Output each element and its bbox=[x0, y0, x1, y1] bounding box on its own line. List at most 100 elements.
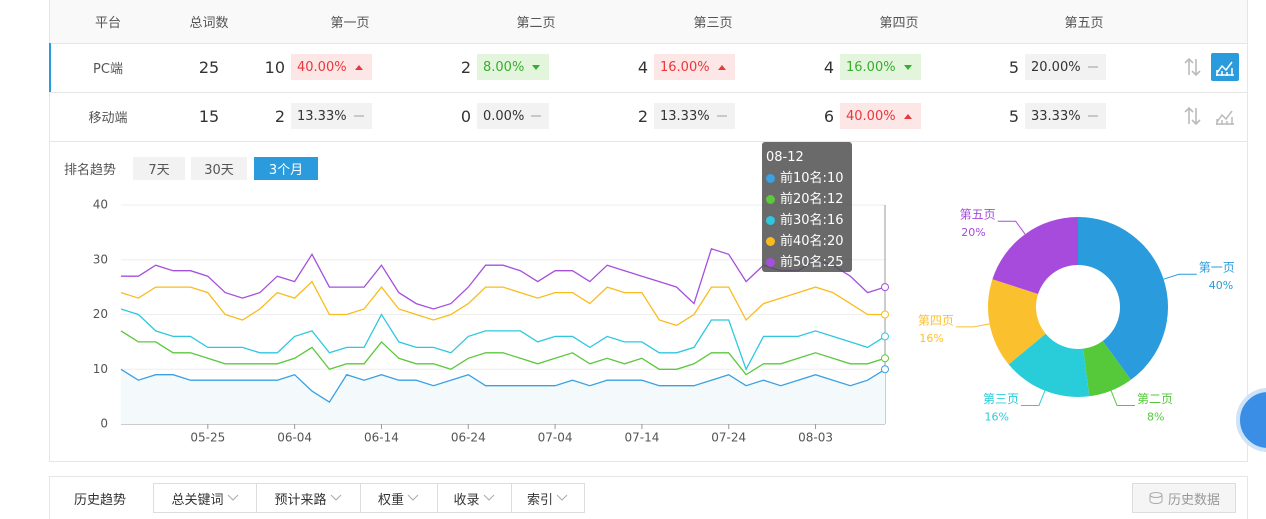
caret bbox=[556, 494, 568, 501]
percent-badge: 8.00% bbox=[477, 54, 550, 80]
y-tick-label: 20 bbox=[93, 307, 108, 321]
percent-badge: 40.00% bbox=[840, 103, 921, 129]
tooltip-row: 前20名12 bbox=[766, 189, 848, 210]
leader-line bbox=[1110, 390, 1136, 407]
caret bbox=[227, 494, 238, 501]
filter-dropdown[interactable]: 索引 bbox=[511, 483, 585, 513]
pie-slice bbox=[1008, 333, 1090, 397]
series-dot bbox=[766, 195, 775, 204]
range-tab[interactable]: 30天 bbox=[191, 157, 247, 180]
column-header: 第五页 bbox=[1064, 16, 1104, 31]
range-tab[interactable]: 7天 bbox=[133, 157, 185, 180]
page-count: 4 bbox=[823, 58, 834, 77]
tooltip-row: 前50名25 bbox=[766, 252, 848, 273]
trend-label: 排名趋势 bbox=[64, 163, 117, 178]
series-name: 前20名 bbox=[780, 189, 827, 210]
caret-path bbox=[330, 494, 341, 501]
trend-icon bbox=[1087, 115, 1098, 117]
sort-icon bbox=[1184, 57, 1201, 77]
filter-dropdown[interactable]: 总关键词 bbox=[153, 483, 257, 513]
end-point bbox=[881, 283, 889, 292]
column-header: 第四页 bbox=[879, 16, 919, 31]
percent: 40.00% bbox=[846, 108, 896, 124]
pie-label: 第三页 bbox=[983, 392, 1019, 406]
filter-text: 总关键词 bbox=[171, 492, 224, 508]
tooltip: 08-12 前10名10前20名12前30名16前40名20前50名25 bbox=[762, 142, 852, 272]
page-count: 5 bbox=[1008, 107, 1019, 126]
x-tick-label: 06-04 bbox=[277, 431, 312, 445]
end-point bbox=[881, 332, 889, 341]
filter-dropdown[interactable]: 收录 bbox=[437, 483, 512, 513]
row-divider bbox=[50, 92, 1247, 93]
arrow-down bbox=[532, 65, 541, 70]
history-bar bbox=[49, 476, 1248, 519]
line-series bbox=[121, 247, 886, 310]
caret bbox=[407, 494, 419, 501]
row-actions[interactable] bbox=[1180, 102, 1240, 130]
series-value: 16 bbox=[826, 213, 844, 228]
x-tick-label: 07-04 bbox=[538, 431, 573, 445]
filter-text: 收录 bbox=[453, 492, 480, 508]
total: 25 bbox=[198, 58, 220, 77]
caret-path bbox=[407, 494, 419, 501]
chart-icon-bg bbox=[1211, 53, 1239, 81]
pie-slice bbox=[992, 217, 1078, 295]
caret-path bbox=[227, 494, 238, 501]
series-dot bbox=[766, 237, 775, 246]
total: 15 bbox=[198, 107, 220, 126]
panel bbox=[49, 0, 1248, 462]
row-divider bbox=[50, 141, 1247, 142]
series-dot bbox=[766, 174, 775, 183]
arrow-up bbox=[354, 65, 363, 70]
series-value: 20 bbox=[826, 234, 844, 249]
chart-icon bbox=[1216, 110, 1234, 125]
leader-line bbox=[1020, 390, 1046, 407]
tooltip-title: 08-12 bbox=[766, 150, 804, 165]
percent: 40.00% bbox=[297, 59, 347, 75]
icon bbox=[1149, 492, 1163, 505]
row-active-marker bbox=[49, 43, 51, 92]
tooltip-row: 前40名20 bbox=[766, 231, 848, 252]
floating-badge bbox=[1236, 388, 1266, 452]
range-tab[interactable]: 3个月 bbox=[254, 157, 318, 180]
arrow-down bbox=[903, 65, 912, 70]
trend-icon bbox=[353, 115, 364, 117]
percent: 13.33% bbox=[660, 108, 710, 124]
x-tick-label: 06-14 bbox=[364, 431, 399, 445]
history-data-button[interactable]: 历史数据 bbox=[1132, 483, 1236, 513]
percent-badge: 0.00% bbox=[477, 103, 550, 129]
line-series bbox=[120, 280, 885, 327]
y-tick-label: 0 bbox=[100, 417, 108, 431]
line-series bbox=[120, 368, 886, 403]
tooltip-row: 前30名16 bbox=[766, 210, 848, 231]
filter-dropdown[interactable]: 预计来路 bbox=[256, 483, 361, 513]
tooltip-row: 前10名10 bbox=[766, 168, 848, 189]
y-tick-label: 30 bbox=[93, 252, 108, 266]
x-tick-label: 05-25 bbox=[190, 431, 225, 445]
end-point bbox=[881, 365, 889, 374]
pie-slice bbox=[1078, 217, 1169, 380]
page-count: 2 bbox=[637, 107, 648, 126]
column-header: 平台 bbox=[94, 16, 121, 31]
filter-dropdown[interactable]: 权重 bbox=[360, 483, 438, 513]
series-value: 12 bbox=[826, 192, 844, 207]
series-value: 25 bbox=[826, 255, 844, 270]
leader-line bbox=[955, 323, 990, 328]
pie-value-label: 40% bbox=[1209, 279, 1233, 292]
column-header: 第二页 bbox=[516, 16, 556, 31]
trend-icon bbox=[532, 65, 541, 70]
pie-slice bbox=[988, 279, 1046, 365]
series-name: 前40名 bbox=[780, 231, 827, 252]
sort-icon bbox=[1184, 106, 1201, 126]
table-header bbox=[50, 0, 1247, 44]
trend-icon bbox=[717, 65, 726, 70]
pie-value-label: 16% bbox=[919, 332, 943, 345]
leader-line bbox=[997, 220, 1026, 235]
column-header: 总词数 bbox=[189, 16, 229, 31]
charts: 0 10 20 30 40 05-25 06-04 06-14 06-24 07-04 07-14 0… bbox=[93, 198, 1235, 445]
row-actions[interactable] bbox=[1180, 53, 1240, 81]
percent-badge: 33.33% bbox=[1025, 103, 1106, 129]
percent-badge: 16.00% bbox=[840, 54, 921, 80]
series-name: 前10名 bbox=[780, 168, 827, 189]
